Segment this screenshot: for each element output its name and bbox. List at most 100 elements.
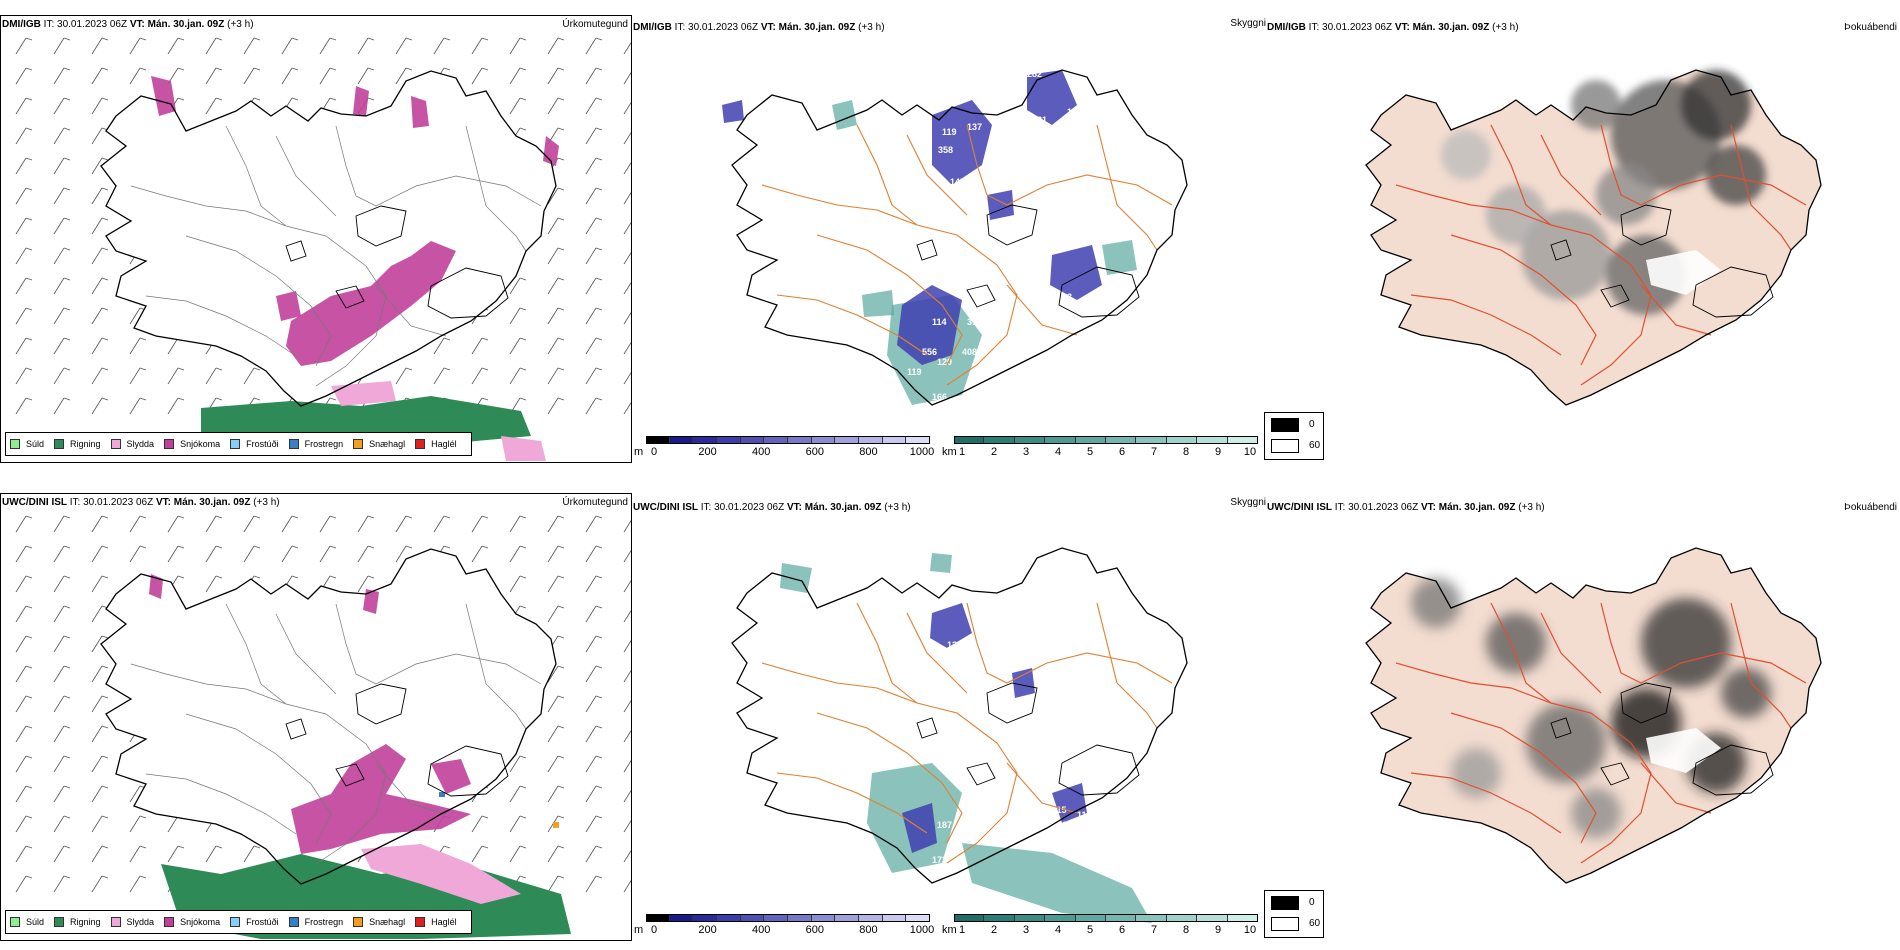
legend-label: Slydda [126,439,155,449]
colorbar-tick: 7 [1150,924,1158,936]
legend-item: Frostúði [230,917,279,927]
legend-item: Rigning [54,439,101,449]
precip-map [15,515,631,939]
ceiling-panel-row1: DMI/IGB IT: 30.01.2023 06Z VT: Mán. 30.j… [632,15,1266,463]
legend-label: Rigning [70,439,101,449]
ceiling-value-label: 115 [1052,805,1067,815]
colorbar-tick: 1000 [909,924,935,936]
legend-item: Frostregn [288,439,344,449]
ceiling-value-label: 381 [1032,115,1047,125]
legend-label: Frostregn [304,439,344,449]
ceiling-value-label: 406 [972,605,987,615]
legend-swatch [353,439,364,449]
cloud-key: 0 60 [1264,412,1324,460]
legend-label: Súld [26,917,45,927]
legend-swatch [415,439,426,449]
ceiling-value-label: 187 [937,820,952,830]
colorbar-tick: 4 [1054,446,1062,458]
colorbar-tick: 800 [859,446,878,458]
legend-label: Frostúði [246,917,279,927]
legend-swatch [54,439,65,449]
legend-swatch [110,917,121,927]
ceiling-value-label: 145 [950,177,965,187]
colorbar-tick: 0 [650,446,658,458]
ceiling-value-label: 606 [972,830,987,840]
ceiling-value-label: 358 [938,145,953,155]
ceiling-value-label: 425 [942,870,957,880]
precip-type-panel-row2: UWC/DINI ISL IT: 30.01.2023 06Z VT: Mán.… [0,493,632,941]
ceiling-value-label: 166 [932,392,947,402]
ceiling-value-label: 208 [1047,297,1062,307]
legend-label: Frostúði [246,439,279,449]
colorbar-tick: 1 [958,446,966,458]
precip-legend: Súld Rigning Slydda Snjókoma Frostúði Frostre… [5,910,472,934]
colorbar-tick: 10 [1243,924,1257,936]
ceiling-value-label: 114 [932,317,947,327]
ceiling-value-label: 120 [937,357,952,367]
legend-label: Snjókoma [180,917,221,927]
panel-variable-label: Þokuábendi [1844,502,1897,513]
legend-item: Súld [10,917,44,927]
ceiling-value-label: 145 [992,725,1007,735]
precip-map [15,37,631,461]
panel-title: UWC/DINI ISL IT: 30.01.2023 06Z VT: Mán.… [1267,502,1545,513]
precip-type-panel-row1: DMI/IGB IT: 30.01.2023 06Z VT: Mán. 30.j… [0,15,632,463]
colorbar-tick: 0 [650,924,658,936]
legend-label: Súld [26,439,45,449]
colorbar-tick: 600 [805,446,824,458]
legend-swatch [10,439,20,449]
fog-panel-row2: UWC/DINI ISL IT: 30.01.2023 06Z VT: Mán.… [1266,493,1900,941]
colorbar-tick: 400 [752,924,771,936]
panel-title: UWC/DINI ISL IT: 30.01.2023 06Z VT: Mán.… [633,502,911,513]
colorbar-tick: 1000 [909,446,935,458]
fog-map [1365,69,1822,406]
colorbar-tick: 600 [805,924,824,936]
colorbar-tick: 3 [1022,924,1030,936]
legend-swatch [288,439,299,449]
panel-title: UWC/DINI ISL IT: 30.01.2023 06Z VT: Mán.… [2,497,280,508]
legend-label: Snæhagl [369,917,406,927]
legend-item: Snæhagl [353,917,405,927]
legend-label: Slydda [126,917,155,927]
legend-label: Haglél [431,917,457,927]
legend-item: Slydda [110,439,155,449]
colorbar-tick: 10 [1243,446,1257,458]
ceiling-value-label: 304 [1037,129,1052,139]
fog-panel-row1: DMI/IGB IT: 30.01.2023 06Z VT: Mán. 30.j… [1266,15,1900,463]
legend-swatch [164,917,175,927]
ceiling-value-label: 210 [972,182,987,192]
legend-item: Snjókoma [164,917,220,927]
ceiling-colorbar: m 0 200 400 600 800 1000 [634,436,934,458]
ceiling-value-label: 116 [1077,810,1092,820]
legend-swatch [288,917,299,927]
colorbar-tick: 5 [1086,924,1094,936]
colorbar-tick: 7 [1150,446,1158,458]
legend-item: Frostúði [230,439,279,449]
ceiling-value-label: 123 [1017,710,1032,720]
legend-label: Rigning [70,917,101,927]
ceiling-value-label: 135 [947,640,962,650]
ceiling-value-label: 198 [962,197,977,207]
panel-title: DMI/IGB IT: 30.01.2023 06Z VT: Mán. 30.j… [1267,22,1519,33]
ceiling-value-label: 171 [1052,332,1067,342]
panel-variable-label: Skyggni [1230,497,1266,508]
colorbar-tick: 9 [1214,924,1222,936]
fog-map [1365,547,1822,884]
colorbar-tick: 8 [1182,446,1190,458]
legend-swatch [54,917,65,927]
panel-title: DMI/IGB IT: 30.01.2023 06Z VT: Mán. 30.j… [2,19,254,30]
legend-label: Haglél [431,439,457,449]
legend-item: Frostregn [288,917,343,927]
ceiling-value-label: 217 [1007,262,1022,272]
ceiling-value-label: 158 [1062,820,1077,830]
panel-variable-label: Úrkomutegund [562,497,628,508]
legend-label: Snæhagl [369,439,406,449]
legend-swatch [10,917,20,927]
visibility-colorbar: km 1 2 3 4 5 6 7 8 9 10 [942,914,1262,936]
legend-item: Súld [10,439,44,449]
ceiling-value-label: 186 [1082,117,1097,127]
legend-item: Snæhagl [353,439,405,449]
ceiling-value-label: 556 [922,347,937,357]
legend-swatch [230,917,241,927]
ceiling-value-label: 238 [962,202,977,212]
